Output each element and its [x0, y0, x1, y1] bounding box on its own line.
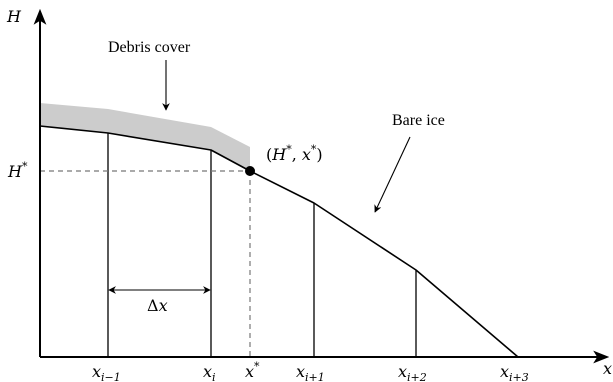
critical-point-marker [245, 166, 255, 176]
debris-cover-band [40, 103, 250, 171]
tick-label-x-i-minus-1: xi−1 [92, 362, 121, 382]
bare-ice-arrow [374, 136, 411, 213]
tick-label-x-i: xi [203, 362, 216, 382]
bare-ice-label: Bare ice [392, 112, 445, 129]
y-axis-label: H [6, 7, 22, 26]
critical-point-label: (H*, x*) [266, 143, 323, 164]
tick-label-x-i-plus-3: xi+3 [500, 362, 529, 382]
h-star-label: H* [7, 160, 28, 181]
delta-x-label: Δx [147, 296, 168, 315]
x-axis-label: x [603, 359, 612, 378]
tick-label-x-i-plus-2: xi+2 [398, 362, 427, 382]
tick-label-x-i-plus-1: xi+1 [296, 362, 325, 382]
debris-cover-label: Debris cover [108, 39, 191, 56]
x-tick-labels: xi−1 xi x* xi+1 xi+2 xi+3 [92, 360, 529, 382]
tick-label-x-star: x* [245, 360, 260, 381]
